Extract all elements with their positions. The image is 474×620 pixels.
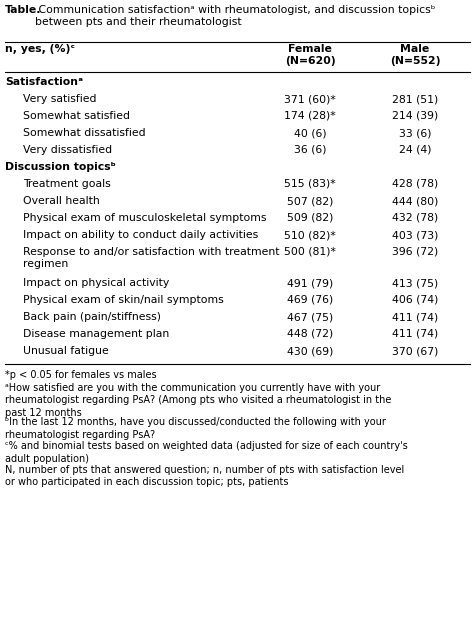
Text: 174 (28)*: 174 (28)* xyxy=(284,111,336,121)
Text: Disease management plan: Disease management plan xyxy=(23,329,169,339)
Text: ᶜ% and binomial tests based on weighted data (adjusted for size of each country': ᶜ% and binomial tests based on weighted … xyxy=(5,441,408,464)
Text: 430 (69): 430 (69) xyxy=(287,346,333,356)
Text: 413 (75): 413 (75) xyxy=(392,278,438,288)
Text: 214 (39): 214 (39) xyxy=(392,111,438,121)
Text: Unusual fatigue: Unusual fatigue xyxy=(23,346,109,356)
Text: Overall health: Overall health xyxy=(23,196,100,206)
Text: 370 (67): 370 (67) xyxy=(392,346,438,356)
Text: 36 (6): 36 (6) xyxy=(294,145,326,155)
Text: Very dissatisfied: Very dissatisfied xyxy=(23,145,112,155)
Text: 491 (79): 491 (79) xyxy=(287,278,333,288)
Text: 428 (78): 428 (78) xyxy=(392,179,438,189)
Text: 467 (75): 467 (75) xyxy=(287,312,333,322)
Text: Discussion topicsᵇ: Discussion topicsᵇ xyxy=(5,162,116,172)
Text: Very satisfied: Very satisfied xyxy=(23,94,97,104)
Text: Back pain (pain/stiffness): Back pain (pain/stiffness) xyxy=(23,312,161,322)
Text: 281 (51): 281 (51) xyxy=(392,94,438,104)
Text: 509 (82): 509 (82) xyxy=(287,213,333,223)
Text: 33 (6): 33 (6) xyxy=(399,128,431,138)
Text: Female
(N=620): Female (N=620) xyxy=(285,44,335,66)
Text: Physical exam of musculoskeletal symptoms: Physical exam of musculoskeletal symptom… xyxy=(23,213,266,223)
Text: 411 (74): 411 (74) xyxy=(392,312,438,322)
Text: ᵃHow satisfied are you with the communication you currently have with your
rheum: ᵃHow satisfied are you with the communic… xyxy=(5,383,392,418)
Text: 507 (82): 507 (82) xyxy=(287,196,333,206)
Text: 515 (83)*: 515 (83)* xyxy=(284,179,336,189)
Text: 469 (76): 469 (76) xyxy=(287,295,333,305)
Text: N, number of pts that answered question; n, number of pts with satisfaction leve: N, number of pts that answered question;… xyxy=(5,465,404,487)
Text: Somewhat dissatisfied: Somewhat dissatisfied xyxy=(23,128,146,138)
Text: Impact on ability to conduct daily activities: Impact on ability to conduct daily activ… xyxy=(23,230,258,240)
Text: 411 (74): 411 (74) xyxy=(392,329,438,339)
Text: Treatment goals: Treatment goals xyxy=(23,179,111,189)
Text: 24 (4): 24 (4) xyxy=(399,145,431,155)
Text: 40 (6): 40 (6) xyxy=(294,128,326,138)
Text: 510 (82)*: 510 (82)* xyxy=(284,230,336,240)
Text: n, yes, (%)ᶜ: n, yes, (%)ᶜ xyxy=(5,44,75,54)
Text: 444 (80): 444 (80) xyxy=(392,196,438,206)
Text: 396 (72): 396 (72) xyxy=(392,247,438,257)
Text: Communication satisfactionᵃ with rheumatologist, and discussion topicsᵇ
between : Communication satisfactionᵃ with rheumat… xyxy=(35,5,436,27)
Text: 448 (72): 448 (72) xyxy=(287,329,333,339)
Text: Response to and/or satisfaction with treatment
regimen: Response to and/or satisfaction with tre… xyxy=(23,247,280,269)
Text: 432 (78): 432 (78) xyxy=(392,213,438,223)
Text: 371 (60)*: 371 (60)* xyxy=(284,94,336,104)
Text: 406 (74): 406 (74) xyxy=(392,295,438,305)
Text: Table.: Table. xyxy=(5,5,42,15)
Text: 500 (81)*: 500 (81)* xyxy=(284,247,336,257)
Text: *p < 0.05 for females vs males: *p < 0.05 for females vs males xyxy=(5,370,156,380)
Text: Physical exam of skin/nail symptoms: Physical exam of skin/nail symptoms xyxy=(23,295,224,305)
Text: 403 (73): 403 (73) xyxy=(392,230,438,240)
Text: Impact on physical activity: Impact on physical activity xyxy=(23,278,169,288)
Text: Male
(N=552): Male (N=552) xyxy=(390,44,440,66)
Text: Somewhat satisfied: Somewhat satisfied xyxy=(23,111,130,121)
Text: Satisfactionᵃ: Satisfactionᵃ xyxy=(5,77,83,87)
Text: ᵇIn the last 12 months, have you discussed/conducted the following with your
rhe: ᵇIn the last 12 months, have you discuss… xyxy=(5,417,386,440)
